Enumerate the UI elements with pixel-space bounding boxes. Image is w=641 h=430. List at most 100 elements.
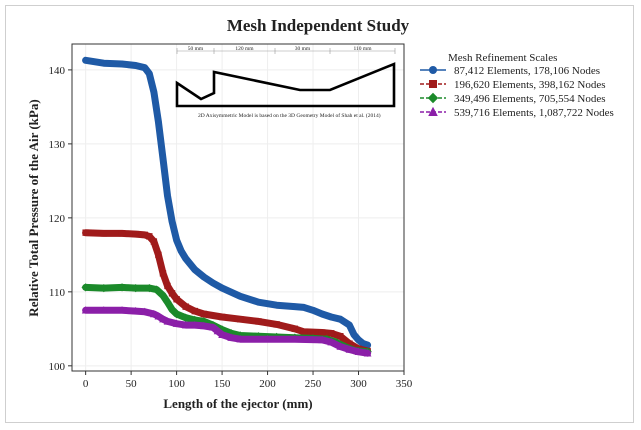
data-point	[140, 307, 149, 316]
inset-dimension-label: 30 mm	[295, 46, 311, 52]
data-point	[191, 307, 198, 315]
data-point	[99, 306, 108, 314]
data-point	[173, 296, 180, 303]
data-point	[168, 218, 176, 225]
data-point	[159, 155, 167, 162]
data-point	[168, 290, 176, 297]
data-point	[152, 285, 161, 294]
inset-caption: 2D Axisymmetric Model is based on the 3D…	[198, 112, 381, 119]
data-point	[199, 317, 209, 326]
data-point	[173, 236, 180, 244]
data-point	[227, 329, 236, 338]
data-point	[145, 283, 154, 293]
y-tick-label: 120	[49, 213, 66, 225]
data-point	[163, 298, 172, 307]
data-point	[237, 293, 244, 300]
data-point	[300, 328, 308, 335]
legend-item-3: 349,496 Elements, 705,554 Nodes	[420, 92, 606, 105]
data-point	[132, 230, 139, 238]
legend-label: 196,620 Elements, 398,162 Nodes	[454, 79, 606, 91]
legend-marker-diamond	[427, 92, 439, 104]
legend-marker-square	[429, 80, 437, 88]
data-point	[200, 310, 208, 318]
y-tick-label: 140	[49, 65, 66, 77]
x-tick-label: 100	[168, 378, 185, 390]
data-point	[237, 316, 244, 323]
data-point	[363, 349, 372, 357]
data-point	[200, 321, 208, 330]
data-point	[200, 273, 208, 281]
data-point	[236, 335, 245, 343]
inset-geometry-diagram: 50 mm 120 mm 30 mm 110 mm 2D Axisymmetric Mo…	[175, 46, 396, 119]
data-point	[209, 279, 217, 287]
data-point	[327, 337, 336, 346]
data-point	[213, 326, 222, 335]
series-2	[82, 229, 372, 355]
data-point	[300, 304, 308, 311]
inset-dimension-label: 110 mm	[354, 46, 373, 52]
data-point	[227, 333, 236, 341]
data-point	[291, 335, 299, 343]
data-point	[328, 313, 335, 321]
data-point	[154, 312, 163, 320]
x-tick-label: 350	[396, 378, 413, 390]
data-point	[182, 255, 189, 262]
data-point	[132, 62, 139, 69]
data-point	[146, 70, 153, 77]
series-layer	[81, 56, 372, 357]
data-point	[291, 303, 299, 310]
data-point	[337, 333, 344, 340]
data-point	[164, 282, 171, 290]
data-point	[141, 231, 148, 239]
x-tick-label: 50	[126, 378, 138, 390]
data-point	[291, 325, 299, 333]
data-point	[364, 341, 371, 349]
series-4	[81, 306, 372, 357]
x-axis-label: Length of the ejector (mm)	[163, 396, 312, 411]
data-point	[345, 345, 354, 353]
data-point	[155, 118, 162, 125]
data-point	[346, 340, 353, 347]
data-point	[273, 301, 280, 309]
data-point	[118, 60, 126, 68]
data-point	[181, 320, 190, 329]
axis-ticks: 0 50 100 150 200 250 300 350 100 110 120 130 140	[49, 65, 413, 390]
data-point	[355, 336, 362, 344]
y-tick-label: 130	[49, 139, 66, 151]
data-point	[172, 309, 181, 319]
data-point	[263, 335, 272, 343]
chart-title: Mesh Independent Study	[227, 16, 410, 35]
legend: Mesh Refinement Scales 87,412 Elements, …	[420, 52, 614, 119]
data-point	[350, 331, 358, 338]
inset-dimension-label: 50 mm	[188, 46, 204, 52]
data-point	[218, 313, 226, 321]
y-tick-label: 110	[49, 287, 66, 299]
data-point	[141, 64, 148, 71]
data-point	[81, 283, 90, 292]
data-point	[309, 307, 317, 314]
data-point	[118, 306, 126, 314]
x-tick-label: 300	[350, 378, 367, 390]
plot-area-border	[71, 43, 405, 372]
x-tick-label: 250	[305, 378, 322, 390]
data-point	[158, 291, 168, 300]
data-point	[100, 230, 108, 237]
data-point	[172, 319, 181, 327]
data-point	[159, 315, 167, 323]
data-point	[318, 335, 326, 344]
legend-label: 87,412 Elements, 178,106 Nodes	[454, 65, 600, 77]
data-point	[146, 233, 153, 240]
data-point	[164, 192, 171, 199]
legend-item-2: 196,620 Elements, 398,162 Nodes	[420, 79, 606, 91]
legend-marker-circle	[429, 66, 437, 74]
data-point	[337, 316, 344, 323]
data-point	[328, 330, 335, 337]
data-point	[181, 313, 190, 322]
data-point	[117, 283, 127, 292]
data-point	[150, 309, 158, 318]
data-point	[177, 247, 185, 255]
data-point	[150, 88, 158, 96]
chart-frame	[5, 5, 634, 423]
ejector-geometry-outline	[175, 62, 396, 108]
data-point	[354, 347, 363, 355]
